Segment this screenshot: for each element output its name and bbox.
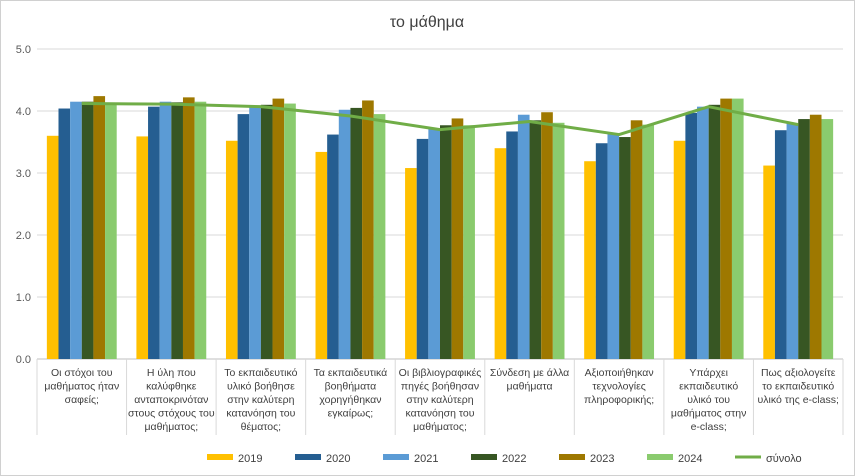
- y-tick-label: 5.0: [16, 44, 31, 56]
- bar-2021: [697, 106, 709, 359]
- bar-2019: [584, 161, 596, 359]
- bar-2024: [731, 98, 744, 359]
- bar-2022: [81, 101, 94, 359]
- bar-2024: [105, 103, 117, 359]
- legend-swatch-2024: [647, 454, 673, 460]
- bar-2024: [373, 114, 386, 359]
- bar-2022: [529, 120, 542, 359]
- legend-swatch-2021: [383, 454, 409, 460]
- category-label: Το εκπαιδευτικό υλικό βοήθησε στην καλύτερ…: [224, 367, 297, 433]
- chart-title: το μάθημα: [390, 14, 464, 31]
- bar-2021: [786, 123, 799, 360]
- legend-label: 2019: [238, 453, 262, 465]
- bar-2021: [338, 109, 351, 359]
- bar-2019: [494, 148, 507, 359]
- bars: [46, 96, 834, 360]
- bar-2023: [93, 96, 106, 360]
- bar-2019: [225, 140, 238, 359]
- y-axis-ticks: 0.0 1.0 2.0 3.0 4.0 5.0: [16, 44, 31, 366]
- legend: 2019 2020 2021 2022 2023 2024 σύνολο: [207, 453, 802, 465]
- bar-2021: [607, 133, 620, 359]
- bar-2020: [685, 112, 698, 359]
- category-label: Η ύλη που καλύφθηκε ανταποκρινόταν στους στ…: [128, 367, 215, 433]
- category-label: Οι στόχοι του μαθήματος ήταν σαφείς;: [44, 367, 119, 406]
- bar-2023: [630, 120, 643, 359]
- y-tick-label: 4.0: [16, 106, 31, 118]
- bar-2023: [720, 98, 732, 359]
- bar-2024: [463, 125, 475, 359]
- bar-2022: [440, 125, 452, 359]
- bar-2019: [136, 136, 149, 359]
- bar-2019: [405, 168, 417, 359]
- legend-swatch-2023: [559, 454, 585, 460]
- category-label: Αξιοποιήθηκαν τεχνολογίες πληροφορικής;: [584, 367, 654, 406]
- total-line: [81, 102, 799, 137]
- category-label: Πως αξιολογείτε το εκπαιδευτικό υλικό της …: [758, 367, 839, 406]
- bar-2022: [798, 119, 810, 359]
- bar-2024: [821, 119, 834, 359]
- category-label: Υπάρχει εκπαιδευτικό υλικό του μαθήματος στ…: [671, 367, 746, 433]
- bar-2023: [809, 114, 822, 359]
- bar-2021: [249, 106, 261, 359]
- bar-2019: [763, 165, 775, 359]
- bar-2019: [46, 135, 59, 359]
- y-tick-label: 2.0: [16, 230, 31, 242]
- y-tick-label: 0.0: [16, 354, 31, 366]
- category-label: Σύνδεση με άλλα μαθήματα: [490, 367, 569, 393]
- bar-2021: [517, 114, 530, 359]
- bar-2020: [237, 114, 250, 359]
- bar-2024: [552, 122, 565, 359]
- bar-2021: [159, 101, 172, 359]
- category-label: Οι βιβλιογραφικές πηγές βοήθησαν στην καλύ…: [399, 367, 482, 433]
- bar-2024: [642, 124, 655, 359]
- x-axis-labels: Οι στόχοι του μαθήματος ήταν σαφείς;Η ύλη …: [44, 367, 839, 433]
- legend-label: 2022: [502, 453, 526, 465]
- bar-2022: [260, 104, 273, 359]
- bar-2020: [416, 138, 429, 359]
- legend-swatch-2019: [207, 454, 233, 460]
- bar-2023: [272, 98, 285, 359]
- bar-2020: [327, 134, 339, 359]
- y-tick-label: 1.0: [16, 292, 31, 304]
- bar-2021: [428, 128, 440, 359]
- bar-2024: [284, 103, 296, 359]
- legend-label: 2021: [414, 453, 438, 465]
- bar-2023: [541, 112, 553, 360]
- y-tick-label: 3.0: [16, 168, 31, 180]
- legend-swatch-2020: [295, 454, 321, 460]
- bar-2023: [182, 97, 195, 360]
- bar-2022: [619, 137, 631, 359]
- bar-2023: [451, 118, 464, 359]
- bar-2019: [315, 151, 328, 359]
- bar-2020: [595, 143, 608, 359]
- bar-2021: [70, 101, 82, 359]
- bar-2020: [148, 106, 160, 359]
- bar-2020: [774, 130, 787, 359]
- legend-label: 2020: [326, 453, 350, 465]
- category-label: Τα εκπαιδευτικά βοηθήματα χορηγήθηκαν εγκαί…: [314, 367, 388, 420]
- bar-2019: [673, 140, 686, 359]
- bar-2022: [171, 102, 183, 359]
- bar-2023: [362, 100, 374, 360]
- legend-label: σύνολο: [766, 453, 802, 465]
- line-total: [81, 102, 799, 137]
- bar-2022: [708, 104, 721, 359]
- bar-2022: [350, 107, 363, 360]
- legend-label: 2024: [678, 453, 702, 465]
- legend-swatch-2022: [471, 454, 497, 460]
- bar-2020: [506, 131, 518, 359]
- bar-2020: [58, 108, 71, 360]
- legend-label: 2023: [590, 453, 614, 465]
- bar-2024: [194, 101, 207, 359]
